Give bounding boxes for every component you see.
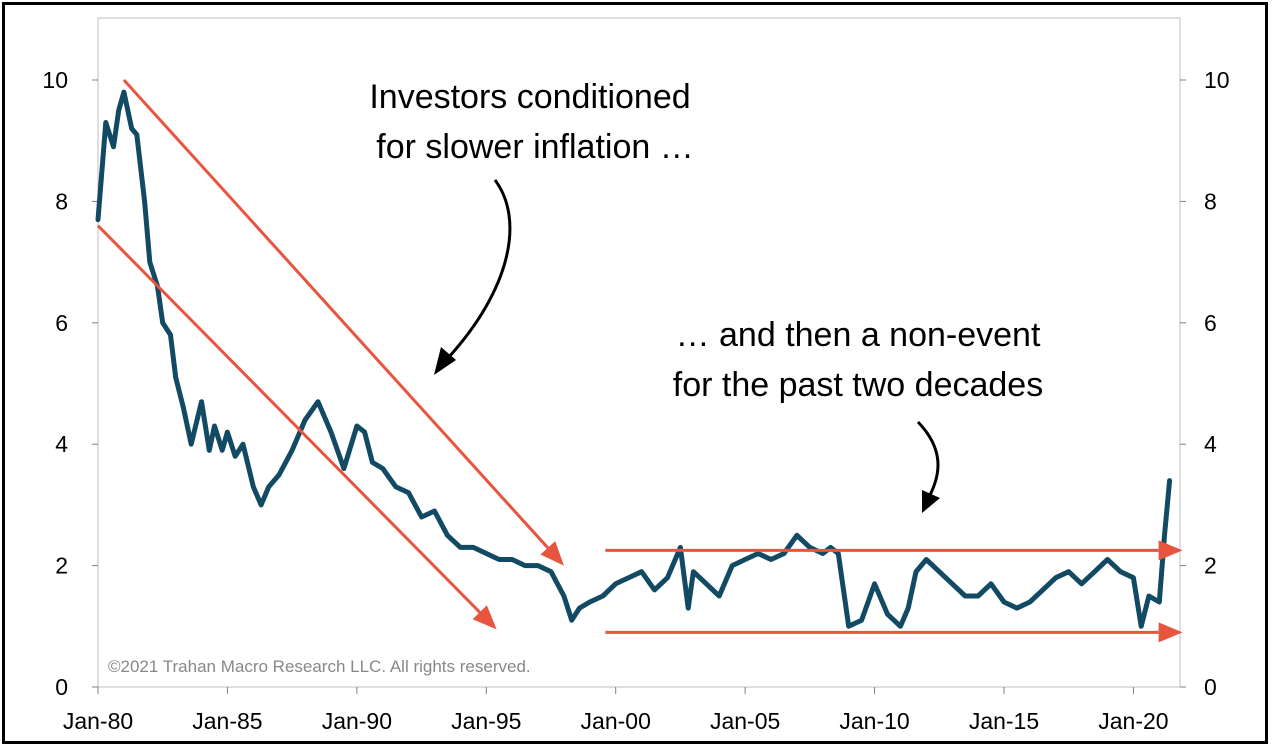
y-tick-left-label: 2 <box>55 553 68 579</box>
trend-arrow-2-head <box>472 605 497 630</box>
y-tick-left-label: 8 <box>55 188 68 214</box>
y-tick-right-label: 0 <box>1204 674 1217 700</box>
y-tick-right-label: 4 <box>1204 431 1217 457</box>
trend-arrow-3-head <box>1158 540 1183 561</box>
x-tick-label: Jan-90 <box>322 708 392 734</box>
annotation-2-line-2: for the past two decades <box>673 366 1043 404</box>
x-tick-label: Jan-95 <box>451 708 521 734</box>
pointer-arrow-1 <box>446 179 512 360</box>
trend-arrow-4-head <box>1158 622 1183 643</box>
x-tick-label: Jan-15 <box>969 708 1039 734</box>
trend-arrows <box>96 78 1183 643</box>
pointer-arrow-1-head <box>434 347 456 375</box>
pointer-arrow-2-head <box>922 490 940 513</box>
trend-arrow-1-head <box>540 541 564 566</box>
x-axis: Jan-80 Jan-85 Jan-90 Jan-95 Jan-00 Jan-05 Jan-… <box>63 687 1169 734</box>
pointer-arrow-2 <box>916 420 940 496</box>
y-tick-right-label: 10 <box>1204 67 1230 93</box>
y-axis-right: 0 2 4 6 8 10 <box>1180 67 1230 700</box>
y-tick-right-label: 8 <box>1204 188 1217 214</box>
y-tick-right-label: 6 <box>1204 310 1217 336</box>
x-tick-label: Jan-10 <box>839 708 909 734</box>
annotation-2-line-1: … and then a non-event <box>676 316 1041 354</box>
annotation-1-line-1: Investors conditioned <box>369 78 690 116</box>
copyright-notice: ©2021 Trahan Macro Research LLC. All rig… <box>108 657 531 676</box>
y-tick-left-label: 10 <box>42 67 68 93</box>
y-axis-left: 0 2 4 6 8 10 <box>42 67 98 700</box>
y-tick-right-label: 2 <box>1204 553 1217 579</box>
annotations: Investors conditioned for slower inflati… <box>108 78 1043 676</box>
series-line-0 <box>95 89 1173 629</box>
trend-arrow-1 <box>122 78 549 549</box>
x-tick-label: Jan-00 <box>581 708 651 734</box>
series <box>95 89 1173 629</box>
x-tick-label: Jan-85 <box>192 708 262 734</box>
trend-arrow-2 <box>96 224 481 614</box>
y-tick-left-label: 0 <box>55 674 68 700</box>
y-tick-left-label: 6 <box>55 310 68 336</box>
y-tick-left-label: 4 <box>55 431 68 457</box>
x-tick-label: Jan-20 <box>1098 708 1168 734</box>
x-tick-label: Jan-80 <box>63 708 133 734</box>
x-tick-label: Jan-05 <box>710 708 780 734</box>
annotation-1-line-2: for slower inflation … <box>376 128 693 166</box>
